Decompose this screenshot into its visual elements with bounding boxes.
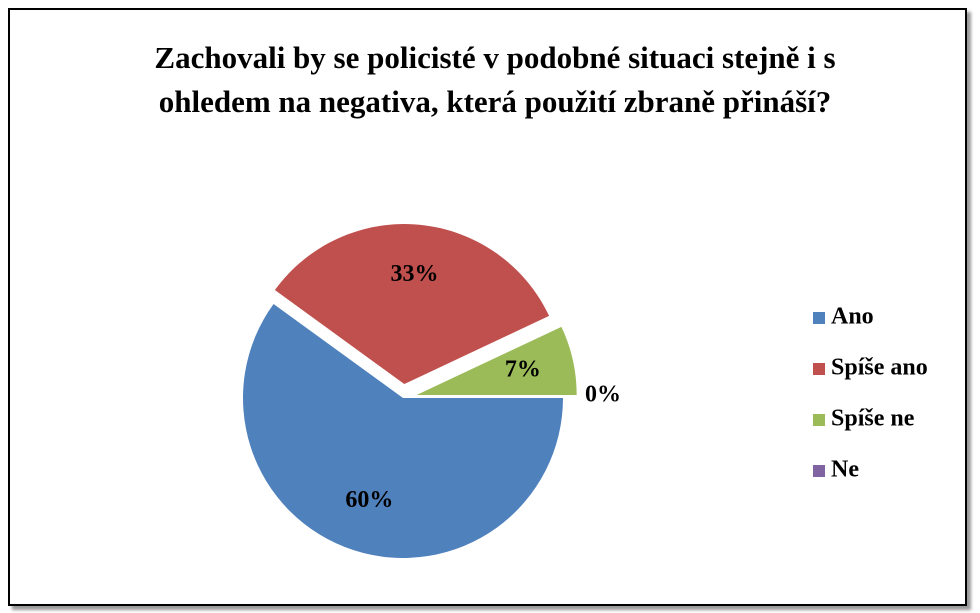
pie-slice (416, 326, 577, 395)
legend-label: Spíše ano (831, 355, 928, 381)
data-label: 33% (391, 261, 439, 287)
data-label: 0% (585, 382, 621, 408)
data-label: 7% (505, 357, 541, 383)
chart-title: Zachovali by se policisté v podobné situ… (154, 40, 836, 119)
legend-swatch (813, 312, 825, 324)
legend-label: Spíše ne (831, 406, 915, 432)
pie-slice (242, 303, 564, 559)
legend-swatch (813, 465, 825, 477)
legend-label: Ne (831, 457, 859, 483)
pie-slice (274, 224, 550, 385)
data-label: 60% (345, 487, 393, 513)
legend-swatch (813, 363, 825, 375)
legend-label: Ano (831, 304, 874, 330)
legend-swatch (813, 414, 825, 426)
